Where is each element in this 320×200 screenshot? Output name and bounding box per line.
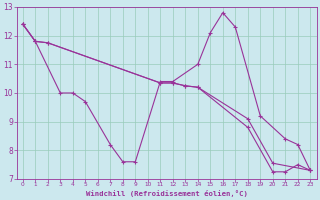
X-axis label: Windchill (Refroidissement éolien,°C): Windchill (Refroidissement éolien,°C): [86, 190, 247, 197]
